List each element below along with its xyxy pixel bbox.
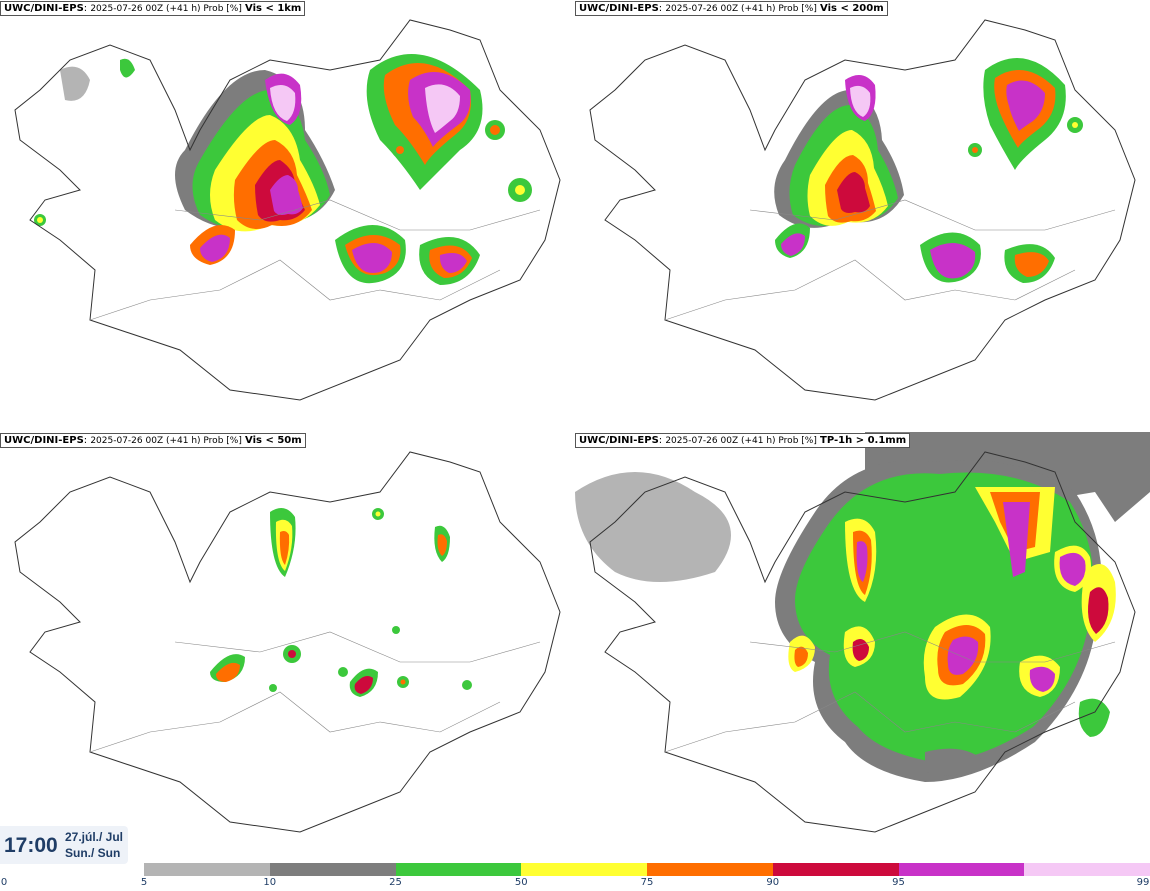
panel-title: UWC/DINI-EPS: 2025-07-26 00Z (+41 h) Pro… — [0, 433, 306, 448]
iceland-map — [575, 432, 1150, 833]
legend-swatch — [772, 863, 899, 876]
panel-title: UWC/DINI-EPS: 2025-07-26 00Z (+41 h) Pro… — [575, 433, 911, 448]
map-panel-tp-1h: UWC/DINI-EPS: 2025-07-26 00Z (+41 h) Pro… — [575, 432, 1150, 862]
legend-swatch — [144, 863, 270, 876]
legend-tick-label: 10 — [263, 877, 277, 888]
iceland-map — [14, 451, 561, 833]
legend-tick-label: 50 — [514, 877, 528, 888]
valid-weekday: Sun./ Sun — [65, 846, 121, 860]
valid-date: 27.júl./ Jul — [65, 830, 124, 844]
panel-title: UWC/DINI-EPS: 2025-07-26 00Z (+41 h) Pro… — [0, 1, 306, 16]
legend-tick-label: 75 — [640, 877, 654, 888]
legend-tick-label: 95 — [892, 877, 905, 888]
panel-title: UWC/DINI-EPS: 2025-07-26 00Z (+41 h) Pro… — [575, 1, 888, 16]
iceland-map — [589, 19, 1136, 401]
legend-swatch — [898, 863, 1025, 876]
valid-time: 17:00 — [4, 834, 58, 857]
color-legend — [144, 863, 1150, 876]
legend-swatch — [521, 863, 647, 876]
legend-swatch — [395, 863, 522, 876]
iceland-map — [14, 19, 561, 401]
map-panel-vis-200m: UWC/DINI-EPS: 2025-07-26 00Z (+41 h) Pro… — [575, 0, 1150, 430]
map-panel-vis-50m: UWC/DINI-EPS: 2025-07-26 00Z (+41 h) Pro… — [0, 432, 575, 862]
legend-swatch — [647, 863, 773, 876]
legend-tick-label: 0 — [0, 877, 8, 888]
valid-time-box: 17:00 27.júl./ Jul Sun./ Sun — [0, 826, 128, 864]
legend-swatch — [269, 863, 396, 876]
legend-tick-label: 25 — [389, 877, 402, 888]
legend-tick-label: 99 — [1136, 877, 1150, 888]
legend-tick-label: 5 — [140, 877, 148, 888]
legend-tick-label: 90 — [766, 877, 780, 888]
legend-swatch — [1024, 863, 1150, 876]
map-panel-vis-1km: UWC/DINI-EPS: 2025-07-26 00Z (+41 h) Pro… — [0, 0, 575, 430]
